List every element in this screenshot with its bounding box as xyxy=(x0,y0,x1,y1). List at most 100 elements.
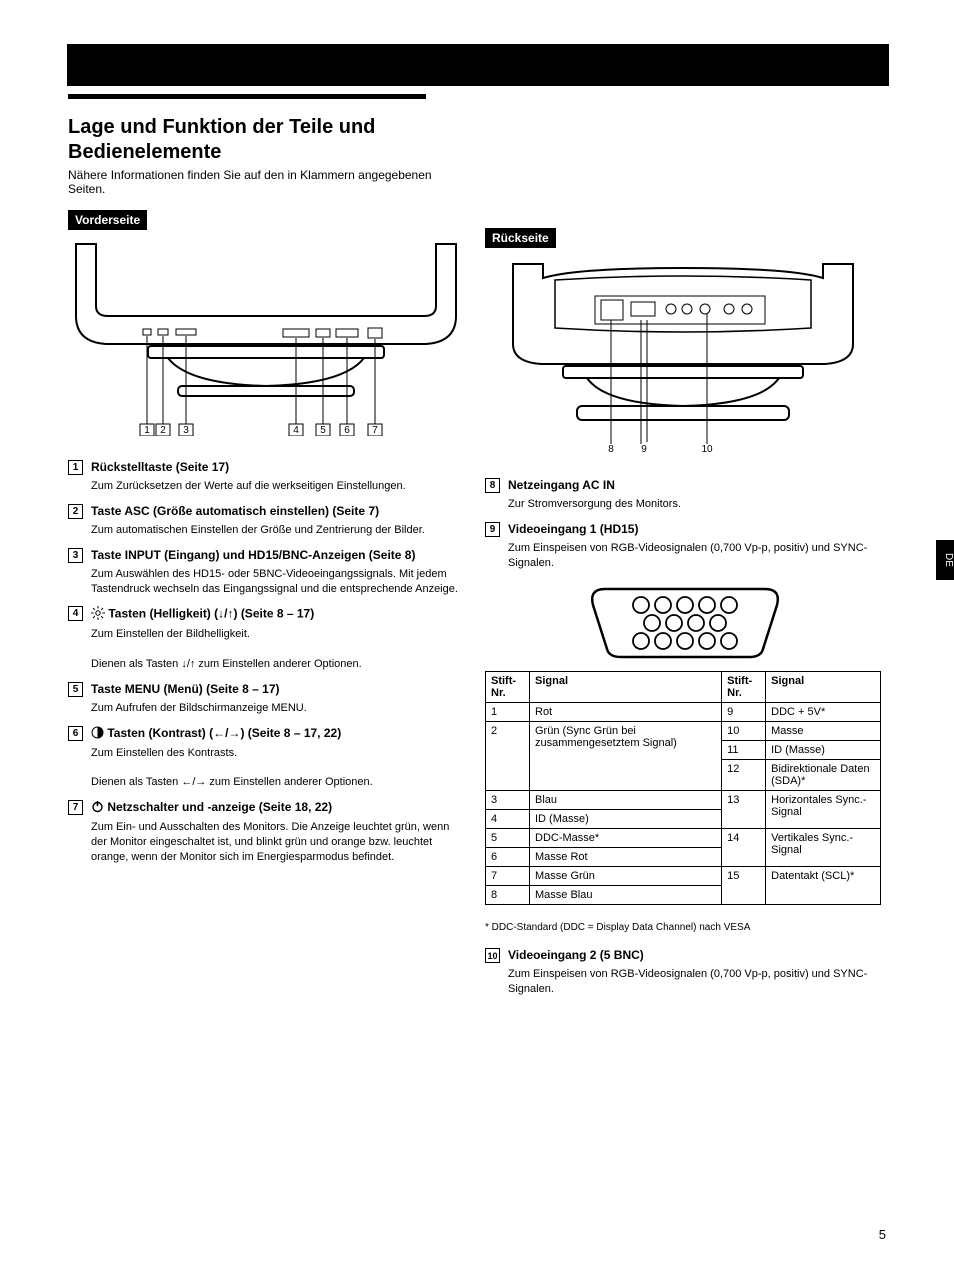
svg-text:8: 8 xyxy=(608,444,614,454)
table-cell: 10 xyxy=(722,721,766,740)
item-title-8: Netzeingang AC IN xyxy=(508,478,615,492)
svg-text:1: 1 xyxy=(144,425,150,436)
right-arrow-icon: → xyxy=(228,726,240,740)
pin-th-0: Stift-Nr. xyxy=(486,671,530,702)
item-title-2: Taste ASC (Größe automatisch einstellen)… xyxy=(91,504,379,518)
svg-text:7: 7 xyxy=(372,425,378,436)
table-cell: Blau xyxy=(530,790,722,809)
item-title-5: Taste MENU (Menü) (Seite 8 – 17) xyxy=(91,682,279,696)
rear-diagram: 8 9 10 xyxy=(485,254,881,454)
item-body-6: Zum Einstellen des Kontrasts.Dienen als … xyxy=(91,746,468,791)
pin-table-footnote: * DDC-Standard (DDC = Display Data Chann… xyxy=(485,921,885,935)
item-body-8: Zur Stromversorgung des Monitors. xyxy=(508,497,885,512)
pin-th-2: Stift-Nr. xyxy=(722,671,766,702)
table-cell: ID (Masse) xyxy=(766,740,881,759)
pin-th-3: Signal xyxy=(766,671,881,702)
item-title-9: Videoeingang 1 (HD15) xyxy=(508,522,638,536)
svg-text:6: 6 xyxy=(344,425,350,436)
svg-text:2: 2 xyxy=(160,425,166,436)
page-subtitle: Nähere Informationen finden Sie auf den … xyxy=(68,168,468,196)
item-num-6: 6 xyxy=(68,726,83,741)
svg-text:10: 10 xyxy=(701,444,713,454)
item-num-4: 4 xyxy=(68,606,83,621)
page-title-line2: Bedienelemente xyxy=(68,141,468,164)
item-title-3: Taste INPUT (Eingang) und HD15/BNC-Anzei… xyxy=(91,548,415,562)
item-body-3: Zum Auswählen des HD15- oder 5BNC-Videoe… xyxy=(91,567,468,597)
table-cell: Horizontales Sync.-Signal xyxy=(766,790,881,828)
item-body-7: Zum Ein- und Ausschalten des Monitors. D… xyxy=(91,820,468,865)
item-num-3: 3 xyxy=(68,548,83,563)
page-title-line1: Lage und Funktion der Teile und xyxy=(68,116,468,139)
table-cell: Masse Grün xyxy=(530,866,722,885)
table-cell: 7 xyxy=(486,866,530,885)
item-num-1: 1 xyxy=(68,460,83,475)
item-title-10: Videoeingang 2 (5 BNC) xyxy=(508,948,644,962)
item-num-9: 9 xyxy=(485,522,500,537)
svg-text:9: 9 xyxy=(641,444,647,454)
page-number: 5 xyxy=(879,1227,886,1242)
table-cell: 3 xyxy=(486,790,530,809)
table-cell: 13 xyxy=(722,790,766,828)
table-cell: DDC + 5V* xyxy=(766,702,881,721)
front-item-list: 1 Rückstelltaste (Seite 17) Zum Zurückse… xyxy=(68,460,468,865)
svg-text:5: 5 xyxy=(320,425,326,436)
item-5: 5 Taste MENU (Menü) (Seite 8 – 17) xyxy=(68,682,468,697)
item-body-9: Zum Einspeisen von RGB-Videosignalen (0,… xyxy=(508,541,885,571)
hd15-connector-svg xyxy=(585,581,785,663)
table-cell: 2 xyxy=(486,721,530,790)
table-cell: Masse Rot xyxy=(530,847,722,866)
table-cell: 9 xyxy=(722,702,766,721)
table-cell: 14 xyxy=(722,828,766,866)
header-underline xyxy=(68,94,426,99)
language-tab: DE xyxy=(936,540,954,580)
table-cell: Bidirektionale Daten (SDA)* xyxy=(766,759,881,790)
item-2: 2 Taste ASC (Größe automatisch einstelle… xyxy=(68,504,468,519)
item-body-1: Zum Zurücksetzen der Werte auf die werks… xyxy=(91,479,468,494)
table-cell: Datentakt (SCL)* xyxy=(766,866,881,904)
table-cell: 11 xyxy=(722,740,766,759)
item-title-1: Rückstelltaste (Seite 17) xyxy=(91,460,229,474)
pin-th-1: Signal xyxy=(530,671,722,702)
item-9: 9 Videoeingang 1 (HD15) xyxy=(485,522,885,537)
right-column: Rückseite 8 9 xyxy=(485,110,885,1007)
item-10: 10 Videoeingang 2 (5 BNC) xyxy=(485,948,885,963)
item-7: 7 Netzschalter und -anzeige (Seite 18, 2… xyxy=(68,800,468,816)
item-8: 8 Netzeingang AC IN xyxy=(485,478,885,493)
monitor-rear-svg: 8 9 10 xyxy=(485,254,881,454)
table-cell: Rot xyxy=(530,702,722,721)
item-title-7: Netzschalter und -anzeige (Seite 18, 22) xyxy=(91,800,332,816)
table-cell: Vertikales Sync.-Signal xyxy=(766,828,881,866)
item-title-4-text: Tasten (Helligkeit) ( xyxy=(108,607,218,621)
header-black-bar xyxy=(67,44,889,86)
pin-table: Stift-Nr. Signal Stift-Nr. Signal 1 Rot … xyxy=(485,671,881,905)
table-cell: 5 xyxy=(486,828,530,847)
front-diagram: 1 2 3 4 5 6 7 xyxy=(68,236,464,436)
table-cell: ID (Masse) xyxy=(530,809,722,828)
item-title-4: Tasten (Helligkeit) (↓/↑) (Seite 8 – 17) xyxy=(91,606,314,623)
table-cell: 4 xyxy=(486,809,530,828)
left-arrow-icon: ← xyxy=(213,726,225,740)
power-icon xyxy=(91,800,104,816)
left-column: Lage und Funktion der Teile und Bedienel… xyxy=(68,110,468,875)
item-title-6: Tasten (Kontrast) (←/→) (Seite 8 – 17, 2… xyxy=(91,726,341,742)
item-num-8: 8 xyxy=(485,478,500,493)
monitor-front-svg: 1 2 3 4 5 6 7 xyxy=(68,236,464,436)
table-cell: Grün (Sync Grün bei zusammengesetztem Si… xyxy=(530,721,722,790)
item-1: 1 Rückstelltaste (Seite 17) xyxy=(68,460,468,475)
item-body-2: Zum automatischen Einstellen der Größe u… xyxy=(91,523,468,538)
svg-text:4: 4 xyxy=(293,425,299,436)
table-cell: Masse xyxy=(766,721,881,740)
item-num-7: 7 xyxy=(68,800,83,815)
svg-text:3: 3 xyxy=(183,425,189,436)
contrast-icon xyxy=(91,726,104,742)
item-4: 4 Tasten (Helligkeit) (↓/↑) (Seite 8 – 1… xyxy=(68,606,468,623)
table-cell: 8 xyxy=(486,885,530,904)
item-body-5: Zum Aufrufen der Bildschirmanzeige MENU. xyxy=(91,701,468,716)
item-num-10: 10 xyxy=(485,948,500,963)
table-cell: DDC-Masse* xyxy=(530,828,722,847)
table-cell: 1 xyxy=(486,702,530,721)
table-cell: 15 xyxy=(722,866,766,904)
table-cell: 12 xyxy=(722,759,766,790)
table-cell: 6 xyxy=(486,847,530,866)
down-arrow-icon: ↓ xyxy=(218,607,224,621)
